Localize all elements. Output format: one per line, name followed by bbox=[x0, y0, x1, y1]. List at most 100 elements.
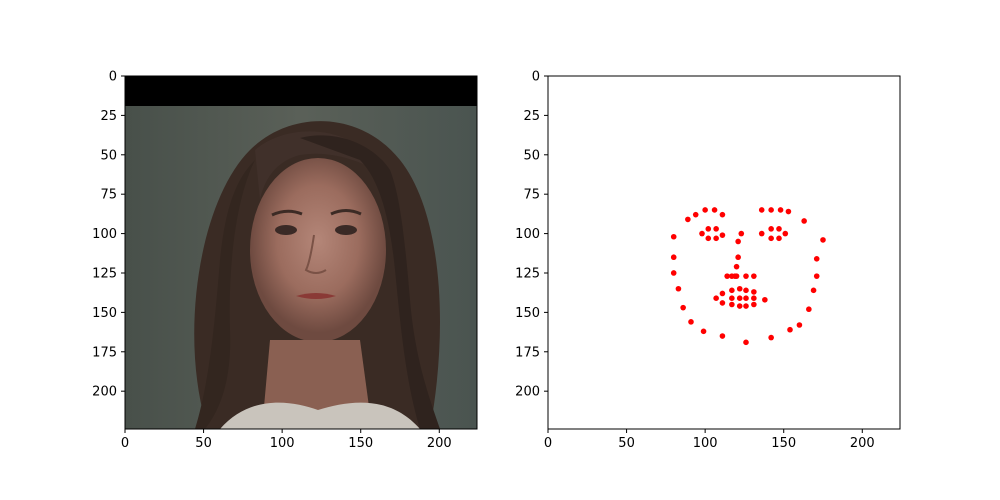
y-tick-label: 75 bbox=[523, 188, 540, 203]
y-tick-label: 25 bbox=[523, 109, 540, 124]
y-tick-label: 0 bbox=[109, 70, 117, 85]
axes-frame bbox=[547, 75, 901, 430]
landmark-point bbox=[713, 226, 719, 232]
landmark-point bbox=[692, 211, 699, 218]
landmark-point bbox=[719, 232, 726, 238]
y-tick-label: 25 bbox=[100, 109, 117, 124]
landmark-point bbox=[705, 235, 712, 242]
landmark-point bbox=[735, 238, 741, 245]
x-tick-label: 200 bbox=[427, 436, 452, 451]
landmark-point bbox=[785, 208, 792, 215]
landmark-point bbox=[700, 328, 707, 335]
landmark-point bbox=[813, 273, 820, 279]
x-tick-label: 150 bbox=[348, 436, 373, 451]
landmark-point bbox=[820, 237, 826, 243]
landmark-point bbox=[743, 303, 749, 309]
landmark-point bbox=[733, 273, 740, 279]
landmark-point bbox=[743, 273, 749, 279]
landmark-point bbox=[751, 295, 757, 302]
landmark-point bbox=[729, 273, 735, 279]
x-tick-label: 100 bbox=[270, 436, 295, 451]
landmark-point bbox=[743, 339, 749, 346]
landmark-point bbox=[743, 287, 749, 294]
y-tick-label: 100 bbox=[515, 227, 540, 242]
landmark-point bbox=[782, 230, 789, 237]
landmark-point bbox=[729, 295, 735, 302]
landmark-point bbox=[806, 306, 812, 313]
y-tick-label: 175 bbox=[515, 345, 540, 360]
landmark-point bbox=[768, 207, 774, 213]
y-tick-label: 175 bbox=[92, 345, 117, 360]
landmark-point bbox=[719, 300, 726, 306]
landmark-point bbox=[751, 289, 757, 295]
y-tick-label: 100 bbox=[92, 227, 117, 242]
landmark-point bbox=[810, 287, 817, 294]
landmark-point bbox=[813, 256, 820, 262]
landmark-point bbox=[705, 226, 712, 232]
landmark-point bbox=[768, 235, 774, 242]
landmark-point bbox=[719, 333, 726, 339]
landmark-point bbox=[735, 254, 741, 261]
landmark-point bbox=[680, 304, 686, 311]
y-tick-label: 150 bbox=[92, 306, 117, 321]
y-tick-label: 50 bbox=[100, 148, 117, 163]
y-tick-label: 50 bbox=[523, 148, 540, 163]
landmark-point bbox=[787, 326, 793, 333]
right-scatter-panel: 0 50 100 150 200 0 25 50 75 100 125 150 175 200 bbox=[515, 70, 901, 451]
face-photo bbox=[125, 76, 477, 429]
landmark-point bbox=[776, 226, 782, 232]
y-tick-label: 75 bbox=[100, 188, 117, 203]
landmark-point bbox=[688, 319, 694, 325]
landmark-point bbox=[670, 233, 677, 240]
y-tick-label: 200 bbox=[92, 385, 117, 400]
landmark-point bbox=[743, 295, 749, 302]
y-tick-label: 125 bbox=[92, 266, 117, 281]
y-tick-label: 125 bbox=[515, 266, 540, 281]
landmark-point bbox=[736, 295, 743, 302]
landmark-point bbox=[724, 273, 730, 279]
x-tick-label: 50 bbox=[195, 436, 212, 451]
x-tick-label: 150 bbox=[771, 436, 796, 451]
landmark-point bbox=[751, 301, 757, 308]
landmark-point bbox=[777, 207, 784, 213]
landmark-point bbox=[776, 235, 782, 242]
landmark-point bbox=[736, 303, 743, 309]
landmark-point bbox=[736, 285, 743, 292]
landmark-point bbox=[751, 273, 757, 279]
landmark-point bbox=[768, 226, 774, 232]
y-tick-label: 0 bbox=[532, 70, 540, 85]
landmark-point bbox=[719, 211, 726, 218]
landmark-point bbox=[719, 290, 726, 297]
landmark-point bbox=[758, 207, 765, 213]
landmark-point bbox=[733, 263, 740, 270]
landmark-point bbox=[711, 207, 718, 213]
x-tick-label: 0 bbox=[121, 436, 129, 451]
landmark-point bbox=[796, 322, 803, 328]
landmark-point bbox=[729, 301, 735, 308]
x-tick-label: 50 bbox=[618, 436, 635, 451]
landmark-point bbox=[670, 254, 677, 261]
landmark-point bbox=[729, 287, 735, 294]
landmark-point bbox=[801, 218, 807, 224]
landmark-point bbox=[675, 285, 682, 292]
landmark-points bbox=[670, 207, 826, 346]
landmark-point bbox=[702, 207, 708, 213]
landmark-point bbox=[768, 334, 774, 341]
landmark-point bbox=[685, 216, 691, 223]
scatter-plot-area bbox=[548, 76, 900, 429]
landmark-point bbox=[670, 270, 677, 276]
axes-frame bbox=[124, 75, 478, 430]
landmark-point bbox=[713, 295, 719, 302]
x-tick-label: 200 bbox=[850, 436, 875, 451]
black-letterbox-bar bbox=[125, 76, 477, 106]
landmark-point bbox=[699, 230, 705, 237]
landmark-point bbox=[762, 296, 768, 303]
landmark-point bbox=[738, 230, 745, 237]
x-tick-label: 100 bbox=[693, 436, 718, 451]
left-image-panel: 0 50 100 150 200 0 25 50 75 100 125 150 175 200 bbox=[92, 70, 478, 451]
landmark-point bbox=[758, 230, 765, 237]
x-tick-label: 0 bbox=[544, 436, 552, 451]
y-tick-label: 200 bbox=[515, 385, 540, 400]
landmark-point bbox=[713, 235, 719, 242]
